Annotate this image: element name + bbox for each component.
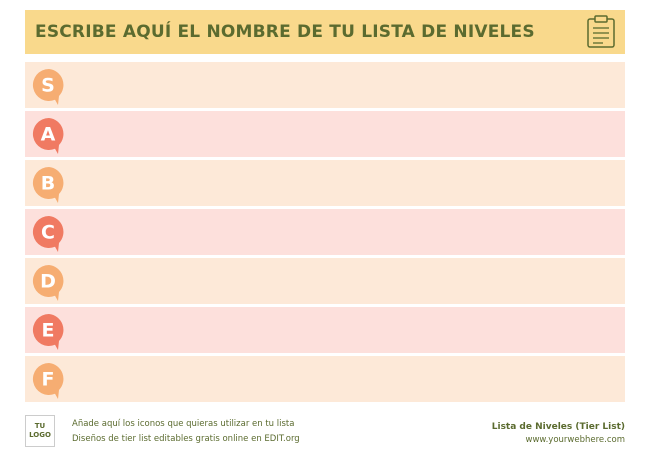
badge-shape: [32, 313, 64, 350]
badge-shape: [32, 68, 64, 105]
tier-row: F: [25, 356, 625, 402]
logo: TU LOGO: [25, 415, 55, 447]
tier-row: B: [25, 160, 625, 206]
website: www.yourwebhere.com: [525, 435, 625, 445]
header: ESCRIBE AQUÍ EL NOMBRE DE TU LISTA DE NI…: [25, 10, 625, 54]
tier-badge: S: [32, 68, 64, 105]
tier-label: B: [41, 173, 55, 195]
tier-label: S: [41, 75, 55, 97]
tier-badge: D: [32, 264, 64, 301]
clipboard-icon: [587, 15, 615, 48]
badge-shape: [32, 264, 64, 301]
badge-shape: [32, 362, 64, 399]
tier-label: E: [42, 320, 55, 342]
tier-row: D: [25, 258, 625, 304]
tier-row: E: [25, 307, 625, 353]
tier-row: A: [25, 111, 625, 157]
badge-shape: [32, 166, 64, 203]
tier-label: C: [41, 222, 55, 244]
tier-row: S: [25, 62, 625, 108]
tier-badge: E: [32, 313, 64, 350]
note: Añade aquí los iconos que quieras utiliz…: [72, 419, 295, 429]
tier-label: F: [42, 369, 55, 391]
badge-shape: [32, 215, 64, 252]
note: Diseños de tier list editables gratis on…: [72, 434, 300, 444]
tier-badge: C: [32, 215, 64, 252]
badge-shape: [32, 117, 64, 154]
title: ESCRIBE AQUÍ EL NOMBRE DE TU LISTA DE NI…: [35, 22, 535, 42]
brand: Lista de Niveles (Tier List): [491, 422, 625, 432]
tier-label: A: [41, 124, 56, 146]
tier-label: D: [40, 271, 56, 293]
tier-badge: B: [32, 166, 64, 203]
tier-row: C: [25, 209, 625, 255]
tier-badge: A: [32, 117, 64, 154]
tier-badge: F: [32, 362, 64, 399]
